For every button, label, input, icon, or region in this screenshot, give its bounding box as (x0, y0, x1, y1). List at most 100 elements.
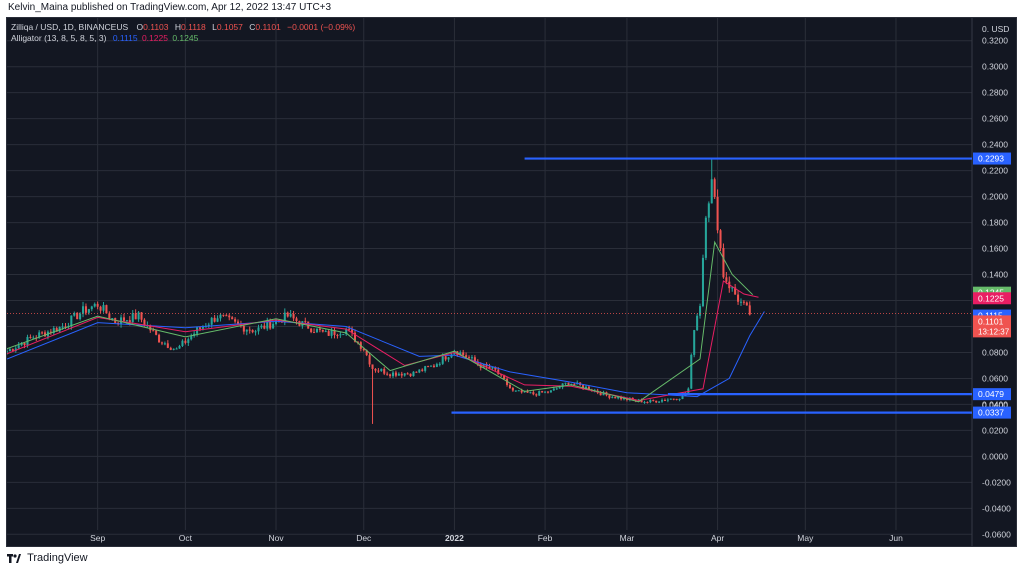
candle-body[interactable] (541, 391, 544, 393)
candle-body[interactable] (251, 330, 254, 333)
candle-body[interactable] (263, 325, 266, 329)
candle-body[interactable] (23, 343, 26, 346)
candle-body[interactable] (558, 387, 561, 389)
candle-body[interactable] (538, 391, 541, 396)
candle-body[interactable] (339, 334, 342, 336)
candle-body[interactable] (587, 386, 590, 391)
candle-body[interactable] (304, 321, 307, 323)
candle-body[interactable] (520, 390, 523, 393)
candle-body[interactable] (272, 323, 275, 329)
candle-body[interactable] (500, 374, 503, 376)
candle-body[interactable] (584, 386, 588, 389)
candle-body[interactable] (666, 399, 669, 401)
candle-body[interactable] (564, 382, 567, 384)
candle-body[interactable] (506, 379, 509, 385)
candle-body[interactable] (418, 369, 421, 373)
candle-body[interactable] (716, 196, 719, 231)
candle-body[interactable] (561, 383, 564, 388)
candle-body[interactable] (608, 395, 611, 398)
candle-body[interactable] (368, 355, 371, 365)
candle-body[interactable] (546, 391, 550, 393)
candle-body[interactable] (70, 315, 73, 327)
candle-body[interactable] (49, 331, 52, 333)
candle-body[interactable] (210, 317, 213, 325)
candle-body[interactable] (365, 350, 368, 356)
footer-brand[interactable]: TradingView (27, 552, 88, 564)
candle-body[interactable] (734, 287, 737, 295)
candle-body[interactable] (391, 372, 395, 377)
candle-body[interactable] (678, 398, 681, 400)
candle-body[interactable] (11, 349, 14, 351)
candle-body[interactable] (462, 352, 465, 356)
candle-body[interactable] (602, 392, 605, 396)
candle-body[interactable] (275, 320, 278, 324)
candle-body[interactable] (137, 312, 140, 320)
candle-body[interactable] (374, 368, 377, 371)
candle-body[interactable] (315, 328, 318, 333)
candle-body[interactable] (690, 354, 693, 389)
candle-body[interactable] (14, 348, 17, 351)
candle-body[interactable] (748, 305, 751, 315)
candle-body[interactable] (406, 373, 409, 375)
candle-body[interactable] (84, 306, 87, 313)
candle-body[interactable] (20, 343, 23, 346)
candle-body[interactable] (283, 312, 286, 323)
candle-body[interactable] (236, 321, 240, 324)
candle-body[interactable] (468, 357, 471, 359)
candle-body[interactable] (172, 348, 175, 350)
candle-body[interactable] (713, 179, 716, 197)
candle-body[interactable] (345, 328, 348, 335)
candle-body[interactable] (681, 395, 684, 399)
candle-body[interactable] (672, 398, 675, 400)
candle-body[interactable] (640, 399, 643, 403)
candle-body[interactable] (327, 331, 330, 336)
alligator-lips-line[interactable] (7, 240, 754, 403)
candle-body[interactable] (409, 373, 412, 377)
candle-body[interactable] (552, 388, 555, 391)
candle-body[interactable] (64, 326, 67, 328)
candle-body[interactable] (134, 313, 137, 320)
candle-body[interactable] (371, 364, 374, 369)
candle-body[interactable] (432, 365, 435, 367)
candle-body[interactable] (73, 313, 76, 316)
candle-body[interactable] (658, 401, 661, 403)
candle-body[interactable] (295, 318, 298, 322)
candle-body[interactable] (181, 340, 184, 346)
candle-body[interactable] (737, 294, 740, 302)
candle-body[interactable] (687, 388, 690, 393)
candle-body[interactable] (266, 320, 269, 329)
candle-body[interactable] (353, 332, 357, 342)
candle-body[interactable] (517, 390, 520, 392)
candle-body[interactable] (228, 315, 231, 318)
indicator-row[interactable]: Alligator (13, 8, 5, 8, 5, 3) 0.1115 0.1… (11, 33, 355, 44)
candle-body[interactable] (526, 390, 529, 393)
candle-body[interactable] (41, 332, 44, 334)
candle-body[interactable] (204, 326, 207, 328)
candle-body[interactable] (222, 314, 225, 316)
candle-body[interactable] (248, 329, 251, 331)
candle-body[interactable] (321, 329, 324, 332)
candle-body[interactable] (175, 348, 178, 350)
candle-body[interactable] (254, 331, 257, 333)
candle-body[interactable] (32, 337, 35, 339)
candle-body[interactable] (617, 396, 620, 399)
candle-body[interactable] (213, 317, 216, 322)
candle-body[interactable] (394, 372, 397, 376)
candle-body[interactable] (257, 327, 260, 332)
candle-body[interactable] (415, 371, 418, 373)
candle-body[interactable] (719, 230, 722, 249)
candle-body[interactable] (52, 328, 55, 333)
candle-body[interactable] (470, 357, 473, 359)
candle-body[interactable] (7, 351, 9, 353)
candle-body[interactable] (17, 345, 20, 349)
candle-body[interactable] (710, 179, 713, 204)
candle-body[interactable] (99, 306, 102, 311)
candle-body[interactable] (652, 399, 655, 401)
candle-body[interactable] (38, 332, 41, 338)
candle-body[interactable] (444, 356, 447, 360)
candle-body[interactable] (661, 400, 664, 402)
candle-body[interactable] (242, 325, 245, 332)
candle-body[interactable] (219, 314, 222, 319)
candle-body[interactable] (447, 357, 450, 360)
candle-body[interactable] (429, 365, 433, 367)
